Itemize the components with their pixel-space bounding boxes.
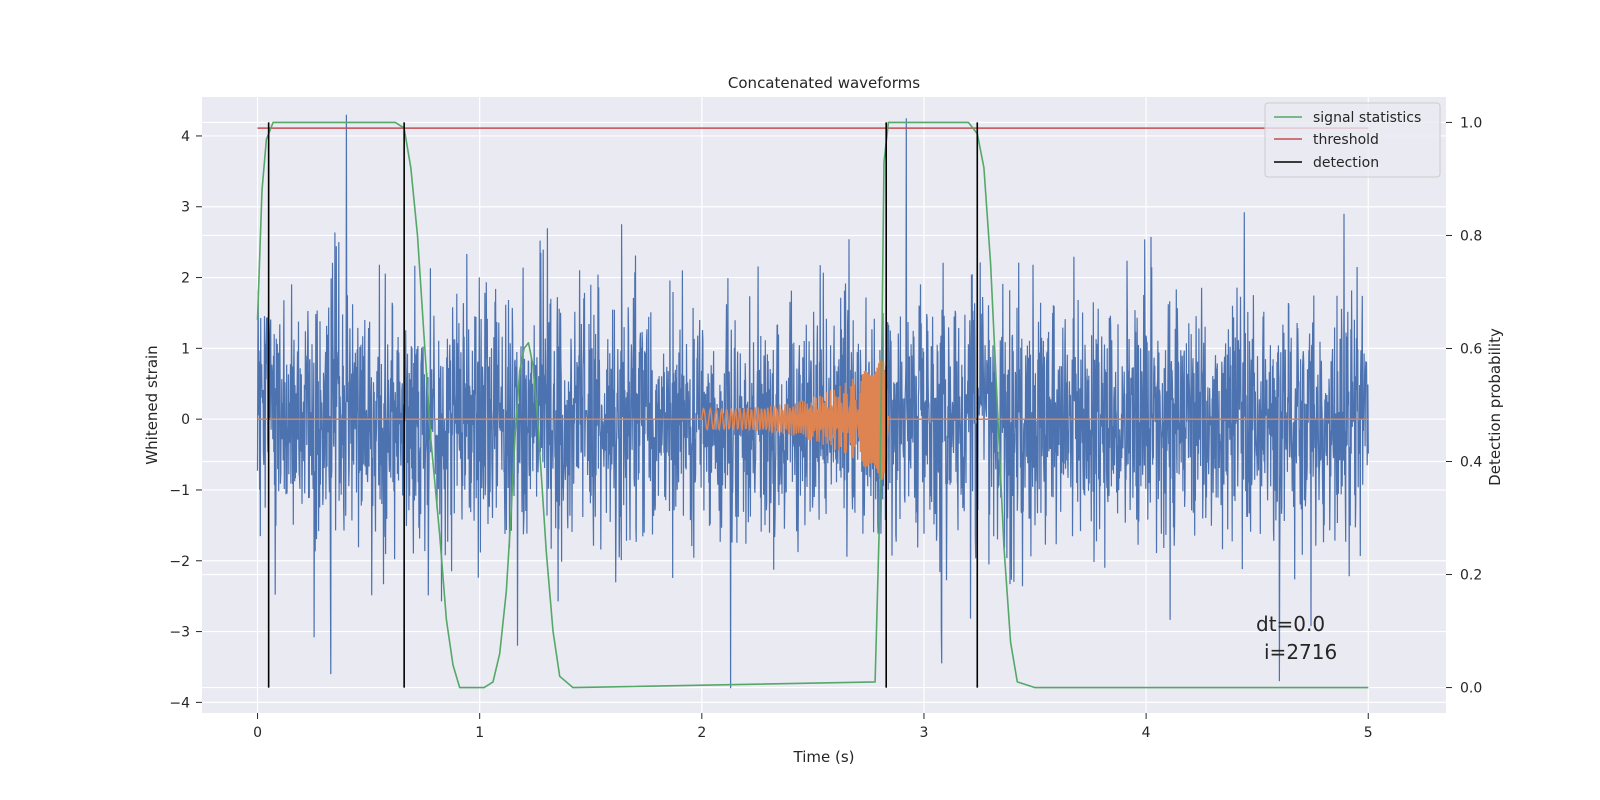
legend: signal statistics threshold detection bbox=[1264, 102, 1441, 178]
annotation-index: i=2716 bbox=[1264, 640, 1337, 664]
x-tick-label: 1 bbox=[475, 725, 484, 741]
y-tick-label: −2 bbox=[169, 554, 190, 570]
legend-box bbox=[1264, 102, 1441, 178]
y-tick-label: −3 bbox=[169, 625, 190, 641]
y-axis-title: Whitened strain bbox=[143, 345, 161, 464]
y2-tick-label: 0.2 bbox=[1460, 568, 1482, 584]
x-tick-label: 5 bbox=[1364, 725, 1373, 741]
y-tick-label: −1 bbox=[169, 483, 190, 499]
y-tick-label: 2 bbox=[181, 271, 190, 287]
x-tick-label: 0 bbox=[253, 725, 262, 741]
legend-label-signal-statistics: signal statistics bbox=[1313, 110, 1421, 126]
x-axis-title: Time (s) bbox=[793, 748, 855, 766]
waveform-chirp-line bbox=[257, 357, 1369, 481]
y-tick-label: 3 bbox=[181, 200, 190, 216]
x-tick-label: 3 bbox=[920, 725, 929, 741]
y-tick-label: 4 bbox=[181, 129, 190, 145]
y2-tick-label: 0.8 bbox=[1460, 228, 1482, 244]
legend-label-detection: detection bbox=[1313, 155, 1379, 171]
y2-tick-label: 0.6 bbox=[1460, 341, 1482, 357]
x-tick-label: 2 bbox=[697, 725, 706, 741]
y2-tick-label: 0.4 bbox=[1460, 455, 1482, 471]
series-layer bbox=[256, 114, 1369, 689]
y-tick-label: 0 bbox=[181, 412, 190, 428]
axes-layer: 0 1 2 3 4 5 −4 −3 −2 −1 0 1 2 3 4 0.0 0.2 0.4 0.6 0.8 1.0 bbox=[169, 115, 1482, 741]
annotation-dt: dt=0.0 bbox=[1256, 612, 1325, 636]
strain-noise-line bbox=[256, 114, 1369, 689]
x-tick-label: 4 bbox=[1142, 725, 1151, 741]
signal-statistics-line bbox=[256, 121, 1369, 689]
y-tick-label: −4 bbox=[169, 695, 190, 711]
legend-label-threshold: threshold bbox=[1313, 132, 1379, 148]
y2-axis-title: Detection probability bbox=[1486, 328, 1504, 486]
y2-tick-label: 1.0 bbox=[1460, 115, 1482, 131]
y2-tick-label: 0.0 bbox=[1460, 681, 1482, 697]
chart-title: Concatenated waveforms bbox=[728, 74, 920, 92]
y-tick-label: 1 bbox=[181, 341, 190, 357]
